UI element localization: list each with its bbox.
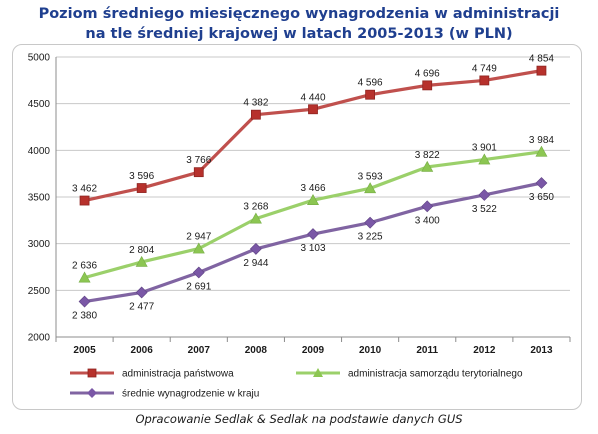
data-label: 3 901 — [472, 143, 497, 154]
data-label: 2 691 — [186, 282, 211, 293]
data-label: 3 466 — [300, 183, 325, 194]
data-point — [478, 153, 491, 165]
data-label: 2 944 — [243, 258, 268, 269]
data-label: 2 636 — [72, 261, 97, 272]
y-tick-label: 4500 — [28, 99, 51, 110]
data-point — [250, 109, 261, 120]
data-label: 3 766 — [186, 155, 211, 166]
y-tick-label: 5000 — [28, 53, 51, 64]
data-point — [78, 271, 91, 283]
data-label: 3 822 — [415, 150, 440, 161]
data-point — [136, 183, 147, 193]
y-tick-label: 4000 — [28, 146, 51, 157]
data-label: 3 462 — [72, 184, 97, 195]
chart-frame — [12, 44, 582, 410]
data-point — [249, 242, 262, 255]
data-point — [479, 75, 490, 86]
x-tick-label: 2006 — [131, 345, 154, 356]
legend-marker — [87, 388, 97, 398]
data-point — [364, 182, 377, 194]
x-tick-label: 2009 — [302, 345, 325, 356]
chart-title: Poziom średniego miesięcznego wynagrodze… — [0, 4, 598, 44]
data-label: 2 477 — [129, 301, 154, 312]
data-point — [193, 167, 204, 178]
x-tick-label: 2011 — [416, 345, 438, 356]
data-label: 3 268 — [243, 202, 268, 213]
data-label: 3 103 — [300, 243, 325, 254]
y-tick-label: 2500 — [28, 286, 51, 297]
data-label: 3 984 — [529, 135, 554, 146]
data-label: 4 440 — [300, 92, 325, 103]
data-label: 3 593 — [358, 171, 383, 182]
data-point — [135, 255, 148, 267]
data-label: 4 696 — [415, 68, 440, 79]
data-point — [192, 266, 205, 279]
data-label: 2 380 — [72, 311, 97, 322]
x-tick-label: 2008 — [245, 345, 268, 356]
data-point — [79, 195, 90, 206]
x-tick-label: 2013 — [530, 345, 553, 356]
data-point — [536, 65, 547, 76]
data-point — [306, 194, 320, 205]
data-point — [307, 228, 319, 240]
data-point — [421, 160, 434, 172]
source-note: Opracowanie Sedlak & Sedlak na podstawie… — [135, 412, 463, 426]
data-point — [364, 216, 377, 229]
legend-marker — [313, 368, 323, 377]
chart-title-line-2: na tle średniej krajowej w latach 2005-2… — [85, 26, 513, 42]
data-point — [535, 177, 548, 189]
data-point — [135, 286, 148, 299]
legend-label: administracja państwowa — [122, 369, 234, 380]
data-point — [365, 89, 376, 100]
x-tick-label: 2010 — [359, 345, 382, 356]
x-tick-label: 2012 — [473, 345, 496, 356]
x-tick-label: 2005 — [73, 345, 96, 356]
legend-label: administracja samorządu terytorialnego — [348, 369, 523, 380]
data-point — [422, 80, 433, 91]
data-label: 3 650 — [529, 192, 554, 203]
data-point — [192, 242, 205, 254]
y-tick-label: 3000 — [28, 239, 51, 250]
data-label: 3 225 — [358, 232, 383, 243]
data-point — [249, 212, 262, 224]
legend-label: średnie wynagrodzenie w kraju — [122, 389, 259, 400]
legend-marker — [87, 368, 97, 378]
data-point — [421, 200, 434, 213]
data-label: 4 749 — [472, 63, 497, 74]
data-label: 4 596 — [358, 78, 383, 89]
data-point — [535, 145, 548, 157]
data-label: 3 522 — [472, 204, 497, 215]
data-point — [478, 189, 491, 201]
data-label: 4 854 — [529, 54, 554, 65]
data-point — [308, 104, 318, 115]
chart-title-line-1: Poziom średniego miesięcznego wynagrodze… — [38, 6, 560, 22]
data-label: 3 400 — [415, 215, 440, 226]
y-tick-label: 2000 — [28, 333, 51, 344]
data-label: 2 947 — [186, 232, 211, 243]
y-tick-label: 3500 — [28, 193, 51, 204]
data-label: 4 382 — [243, 98, 268, 109]
data-point — [78, 295, 91, 308]
x-tick-label: 2007 — [188, 345, 211, 356]
data-label: 2 804 — [129, 245, 154, 256]
data-label: 3 596 — [129, 171, 154, 182]
